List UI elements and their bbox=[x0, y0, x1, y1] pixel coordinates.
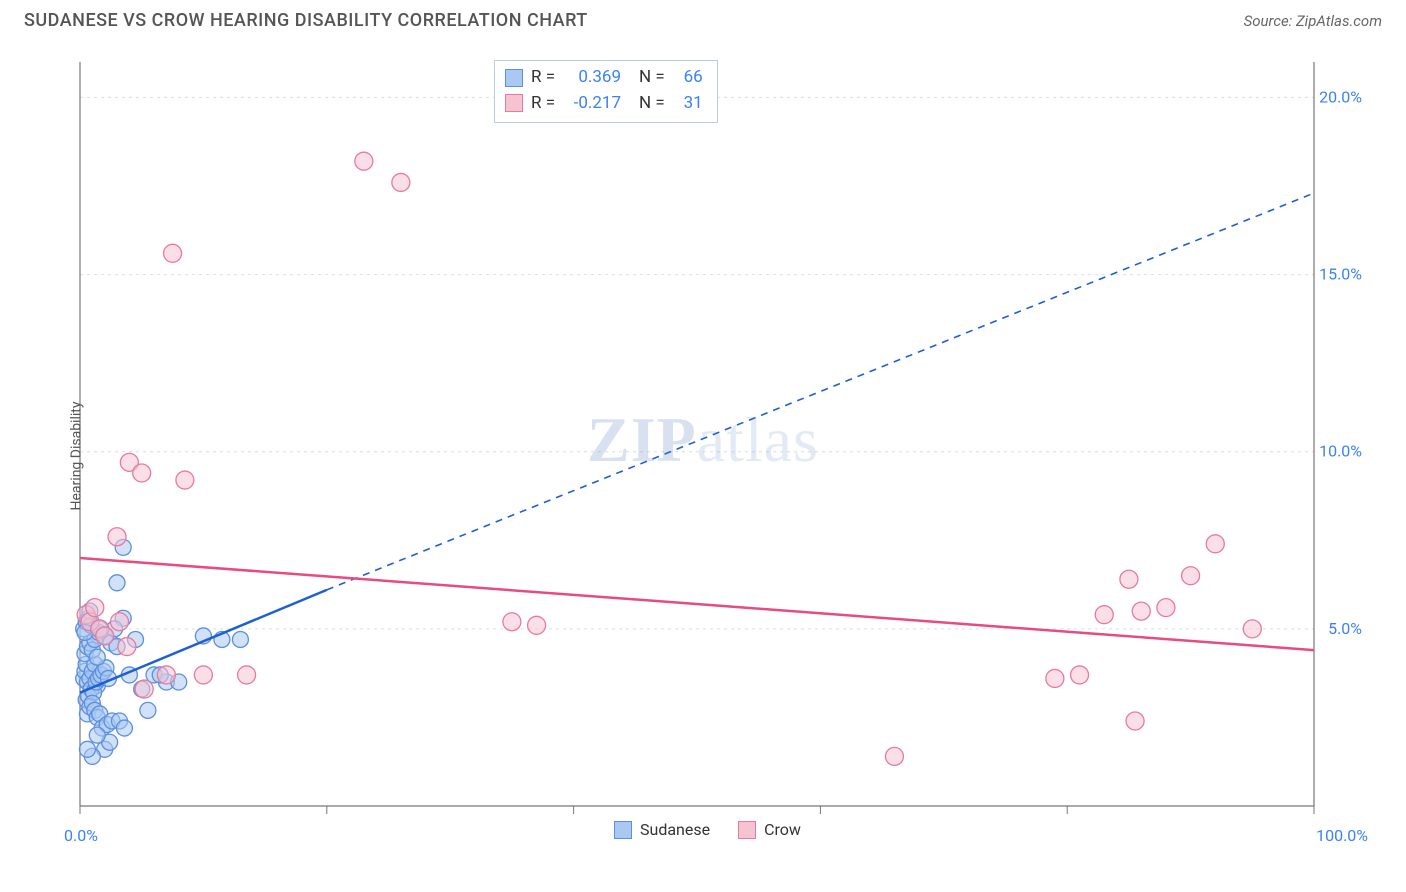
legend-swatch bbox=[614, 821, 632, 839]
y-axis-label: Hearing Disability bbox=[68, 402, 84, 511]
svg-text:5.0%: 5.0% bbox=[1328, 619, 1362, 638]
stats-row: R = 0.369 N = 66 bbox=[505, 65, 703, 91]
svg-text:20.0%: 20.0% bbox=[1319, 87, 1362, 106]
svg-text:10.0%: 10.0% bbox=[1319, 442, 1362, 461]
legend-swatch bbox=[505, 94, 523, 112]
x-axis-max-label: 100.0% bbox=[1316, 826, 1368, 845]
chart-area: Hearing Disability ZIPatlas 5.0%10.0%15.… bbox=[24, 44, 1382, 868]
stats-row: R = -0.217 N = 31 bbox=[505, 91, 703, 117]
legend-label: Crow bbox=[764, 820, 801, 839]
legend-swatch bbox=[738, 821, 756, 839]
source-label: Source: ZipAtlas.com bbox=[1244, 12, 1382, 30]
svg-text:15.0%: 15.0% bbox=[1319, 265, 1362, 284]
scatter-chart: 5.0% 10.0% 15.0% 20.0% bbox=[24, 44, 1382, 864]
legend-swatch bbox=[505, 69, 523, 87]
x-axis-min-label: 0.0% bbox=[64, 826, 98, 845]
legend-item: Crow bbox=[738, 820, 801, 839]
legend-item: Sudanese bbox=[614, 820, 710, 839]
chart-title: SUDANESE VS CROW HEARING DISABILITY CORR… bbox=[24, 10, 588, 31]
legend-label: Sudanese bbox=[640, 820, 710, 839]
series-legend: Sudanese Crow bbox=[614, 820, 801, 839]
stats-legend: R = 0.369 N = 66 R = -0.217 N = 31 bbox=[494, 60, 718, 123]
